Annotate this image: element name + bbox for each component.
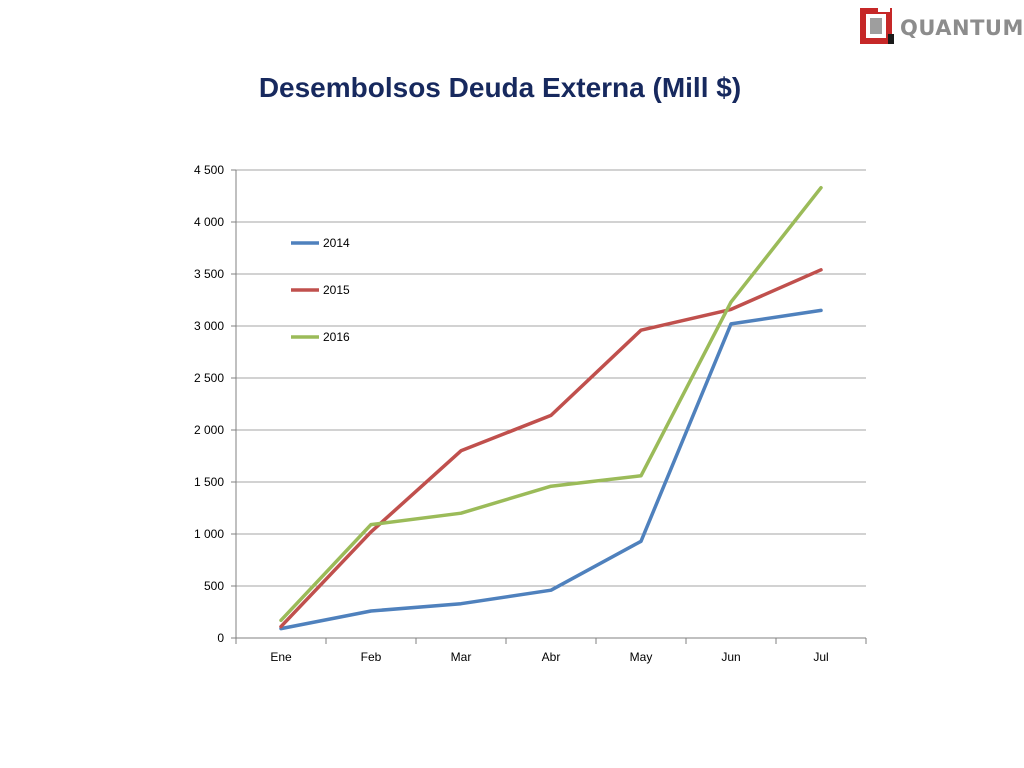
series-line-2016 — [279, 185, 823, 623]
series-line-2015 — [279, 268, 823, 629]
y-tick-label: 500 — [204, 579, 224, 593]
legend-label-2016: 2016 — [323, 330, 350, 344]
grid-layer — [236, 169, 866, 587]
quantum-logo: QUANTUM — [858, 4, 1024, 48]
x-tick-label: Mar — [451, 650, 472, 664]
y-tick-label: 2 000 — [194, 423, 224, 437]
x-tick-label: Jul — [813, 650, 828, 664]
y-tick-label: 4 000 — [194, 215, 224, 229]
y-tick-label: 3 500 — [194, 267, 224, 281]
y-tick-label: 0 — [217, 631, 224, 645]
y-tick-label: 1 000 — [194, 527, 224, 541]
x-tick-label: Jun — [721, 650, 740, 664]
y-tick-label: 1 500 — [194, 475, 224, 489]
x-tick-label: May — [630, 650, 653, 664]
legend: 2014 2015 2016 — [291, 236, 350, 344]
y-tick-label: 4 500 — [194, 163, 224, 177]
y-tick-label: 3 000 — [194, 319, 224, 333]
x-tick-label: Abr — [542, 650, 561, 664]
axis-layer: 0 500 1 000 1 500 2 000 2 500 3 000 3 500 4 000 4… — [194, 163, 867, 664]
x-tick-label: Ene — [270, 650, 292, 664]
x-tick-label: Feb — [361, 650, 382, 664]
chart-title: Desembolsos Deuda Externa (Mill $) — [258, 72, 742, 103]
quantum-logo-icon — [860, 6, 894, 44]
legend-label-2015: 2015 — [323, 283, 350, 297]
logo-text: QUANTUM — [900, 16, 1024, 40]
legend-label-2014: 2014 — [323, 236, 350, 250]
series-line-2014 — [279, 308, 823, 631]
series-layer — [279, 185, 823, 631]
y-tick-label: 2 500 — [194, 371, 224, 385]
